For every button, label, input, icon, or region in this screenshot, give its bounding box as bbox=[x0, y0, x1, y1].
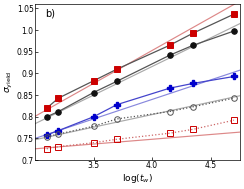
Y-axis label: $\sigma_{\rm yield}$: $\sigma_{\rm yield}$ bbox=[4, 71, 15, 93]
Text: b): b) bbox=[45, 9, 55, 19]
X-axis label: $\rm log(\it{t}_w)$: $\rm log(\it{t}_w)$ bbox=[122, 172, 153, 185]
